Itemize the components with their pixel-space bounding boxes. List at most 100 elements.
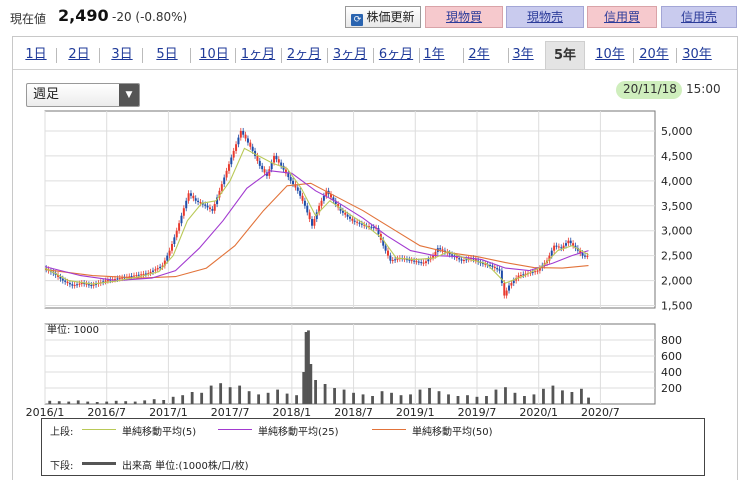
price-value: 2,490 <box>58 6 109 25</box>
candle-body <box>583 255 586 257</box>
candle-body <box>349 216 351 219</box>
candle-body <box>128 276 131 278</box>
candle-body <box>370 226 373 228</box>
tab-1m[interactable]: 1ヶ月 <box>240 47 276 62</box>
candle-body <box>230 157 233 165</box>
tab-separator <box>142 48 143 63</box>
volume-bar <box>542 388 545 404</box>
volume-bar <box>200 392 204 404</box>
period-select[interactable]: 週足 ▼ <box>26 83 140 107</box>
ma50-line <box>44 182 589 279</box>
candle-body <box>498 269 501 271</box>
candle-body <box>83 283 86 285</box>
volume-bar <box>171 396 175 404</box>
tab-5y[interactable]: 5年 <box>545 41 585 69</box>
candle-body <box>268 169 271 176</box>
volume-bar <box>209 385 213 404</box>
candle-body <box>363 224 366 226</box>
tab-5d[interactable]: 5日 <box>156 47 178 62</box>
tab-2y[interactable]: 2年 <box>468 47 490 62</box>
candle-body <box>427 259 430 262</box>
chevron-down-icon: ▼ <box>119 84 139 106</box>
candle-body <box>71 284 74 286</box>
candle-body <box>66 281 69 284</box>
candle-body <box>173 237 176 244</box>
tab-20y[interactable]: 20年 <box>639 47 669 62</box>
candle-body <box>417 261 420 263</box>
candle-body <box>239 130 242 138</box>
candle-body <box>396 258 399 260</box>
tab-2d[interactable]: 2日 <box>68 47 90 62</box>
candle-body <box>206 205 209 208</box>
tab-3y[interactable]: 3年 <box>512 47 534 62</box>
candle-body <box>574 245 577 249</box>
tab-2m[interactable]: 2ヶ月 <box>286 47 322 62</box>
candle-body <box>351 218 354 221</box>
refresh-label: 株価更新 <box>366 10 415 24</box>
candle-body <box>133 275 136 277</box>
candle-body <box>474 259 477 261</box>
volume-bar <box>587 397 590 404</box>
legend-lower-label: 下段: <box>50 461 74 472</box>
tab-separator <box>463 48 464 63</box>
candle-body <box>534 271 537 273</box>
candle-body <box>178 223 181 231</box>
volume-bar <box>361 394 365 404</box>
candle-body <box>192 195 195 199</box>
volume-tick-label: 800 <box>661 334 682 347</box>
candle-body <box>232 150 235 158</box>
volume-bar <box>352 392 355 404</box>
volume-bar <box>409 394 412 404</box>
timestamp-time: 15:00 <box>686 82 721 96</box>
volume-tick-label: 600 <box>661 350 682 363</box>
volume-bar <box>228 387 232 404</box>
candle-body <box>441 249 444 251</box>
tab-separator <box>633 48 634 63</box>
candle-body <box>280 162 283 166</box>
refresh-price-button[interactable]: ⟳ 株価更新 <box>345 6 421 28</box>
candle-body <box>579 250 582 254</box>
candle-body <box>413 260 416 262</box>
candle-body <box>106 280 109 282</box>
tab-6m[interactable]: 6ヶ月 <box>378 47 414 62</box>
shinyo-sell-button[interactable]: 信用売 <box>661 6 737 28</box>
x-tick-label: 2020/1 <box>519 406 558 419</box>
candle-body <box>358 222 361 224</box>
candle-body <box>199 202 202 204</box>
candle-body <box>434 251 437 256</box>
tab-3d[interactable]: 3日 <box>111 47 133 62</box>
tab-10y[interactable]: 10年 <box>595 47 625 62</box>
candle-body <box>187 193 190 201</box>
x-tick-label: 2018/1 <box>272 406 311 419</box>
tab-3m[interactable]: 3ヶ月 <box>332 47 368 62</box>
volume-bar <box>114 400 118 404</box>
tab-1d[interactable]: 1日 <box>25 47 47 62</box>
price-tick-label: 2,000 <box>661 275 693 288</box>
tab-10d[interactable]: 10日 <box>199 47 229 62</box>
volume-bar <box>380 391 384 404</box>
tab-separator <box>281 48 282 63</box>
genbutsu-buy-button[interactable]: 現物買 <box>425 6 503 28</box>
shinyo-buy-button[interactable]: 信用買 <box>587 6 657 28</box>
timestamp-date: 20/11/18 <box>623 82 677 96</box>
candle-body <box>170 243 173 251</box>
volume-bar <box>57 401 61 404</box>
genbutsu-sell-button[interactable]: 現物売 <box>506 6 584 28</box>
volume-bar <box>323 384 327 404</box>
tab-separator <box>676 48 677 63</box>
candle-body <box>408 259 411 261</box>
candle-body <box>258 160 261 166</box>
candle-body <box>308 212 311 220</box>
volume-bar <box>247 391 251 404</box>
volume-bar <box>494 389 498 404</box>
tab-1y[interactable]: 1年 <box>423 47 445 62</box>
candle-body <box>194 198 197 201</box>
candle-body <box>220 184 223 191</box>
volume-bar <box>485 396 488 404</box>
candle-body <box>346 214 349 217</box>
volume-bar <box>133 401 137 404</box>
candle-body <box>114 278 117 280</box>
volume-bar <box>67 401 71 404</box>
tab-30y[interactable]: 30年 <box>682 47 712 62</box>
candle-body <box>448 253 451 255</box>
